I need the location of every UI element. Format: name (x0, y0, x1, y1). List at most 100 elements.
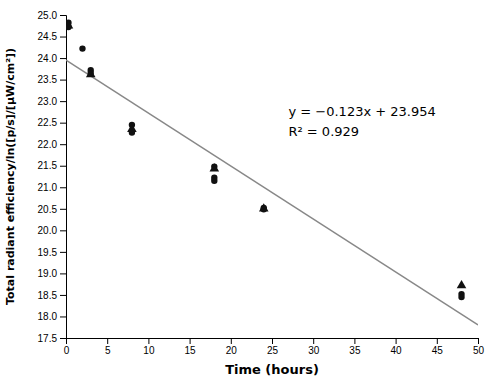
tick-label: 18.0 (38, 311, 58, 322)
circle-point (458, 294, 464, 300)
marks (66, 20, 478, 325)
tick: 21.5 (38, 160, 66, 171)
tick: 25 (267, 338, 279, 356)
tick: 23.5 (38, 74, 66, 85)
tick-label: 21.5 (38, 160, 58, 171)
tick-label: 24.5 (38, 31, 58, 42)
triangle-point (210, 163, 220, 171)
tick: 20.0 (38, 225, 66, 236)
tick: 40 (391, 338, 403, 356)
tick-label: 25.0 (38, 10, 58, 21)
tick-label: 19.5 (38, 247, 58, 258)
tick-mark (60, 209, 66, 210)
tick-label: 19.0 (38, 268, 58, 279)
circle-point (211, 178, 217, 184)
tick-mark (437, 338, 438, 344)
chart: 0 5 10 15 20 25 30 35 40 45 50 17.5 18.0 18.5 19.0 19.5… (0, 0, 500, 384)
tick-mark (396, 338, 397, 344)
tick-mark (60, 187, 66, 188)
tick: 18.5 (38, 290, 66, 301)
tick-mark (148, 338, 149, 344)
triangle-point (66, 20, 73, 28)
tick-label: 50 (473, 345, 485, 356)
tick-label: 20 (226, 345, 238, 356)
tick-label: 0 (64, 345, 70, 356)
tick-mark (272, 338, 273, 344)
tick-label: 22.0 (38, 139, 58, 150)
annotation: R² = 0.929 (288, 124, 359, 139)
tick-label: 23.5 (38, 74, 58, 85)
tick-mark (354, 338, 355, 344)
tick: 22.5 (38, 117, 66, 128)
tick-mark (313, 338, 314, 344)
tick: 23.0 (38, 96, 66, 107)
tick-mark (60, 80, 66, 81)
axis-line (67, 339, 479, 345)
tick: 19.5 (38, 247, 66, 258)
tick-mark (60, 15, 66, 16)
tick: 24.0 (38, 53, 66, 64)
tick-label: 20.0 (38, 225, 58, 236)
tick: 21.0 (38, 182, 66, 193)
tick-mark (60, 101, 66, 102)
plot: 0 5 10 15 20 25 30 35 40 45 50 17.5 18.0 18.5 19.0 19.5… (38, 10, 485, 356)
tick-mark (60, 252, 66, 253)
tick: 5 (105, 338, 111, 356)
circle-point (79, 45, 85, 51)
tick: 35 (349, 338, 361, 356)
x-axis-title: Time (hours) (225, 362, 319, 377)
y-axis-title: Total radiant efficiency/ln([p/s]/[μW/cm… (4, 48, 17, 305)
tick-mark (60, 166, 66, 167)
tick-label: 18.5 (38, 290, 58, 301)
tick-label: 17.5 (38, 333, 58, 344)
axis-line (60, 16, 67, 339)
tick-mark (60, 316, 66, 317)
tick-label: 21.0 (38, 182, 58, 193)
tick-mark (60, 37, 66, 38)
tick-mark (60, 338, 66, 339)
tick-mark (60, 58, 66, 59)
tick-mark (231, 338, 232, 344)
tick: 24.5 (38, 31, 66, 42)
tick-label: 25 (267, 345, 279, 356)
tick: 0 (64, 338, 70, 356)
tick-label: 22.5 (38, 117, 58, 128)
annotation: y = −0.123x + 23.954 (288, 104, 435, 119)
tick-mark (107, 338, 108, 344)
tick-label: 45 (432, 345, 444, 356)
tick-label: 24.0 (38, 53, 58, 64)
tick-mark (60, 295, 66, 296)
tick-mark (478, 338, 479, 344)
tick-label: 40 (391, 345, 403, 356)
regression-line (66, 60, 478, 325)
tick: 19.0 (38, 268, 66, 279)
tick: 10 (143, 338, 155, 356)
tick: 20.5 (38, 204, 66, 215)
y-axis: 17.5 18.0 18.5 19.0 19.5 20.0 20.5 21.0 21.5 22.0… (38, 10, 67, 344)
tick-mark (60, 230, 66, 231)
tick-label: 5 (105, 345, 111, 356)
x-axis: 0 5 10 15 20 25 30 35 40 45 50 (64, 338, 485, 356)
triangle-point (259, 203, 269, 211)
tick: 22.0 (38, 139, 66, 150)
tick: 17.5 (38, 333, 66, 344)
tick: 50 (473, 338, 485, 356)
tick-label: 23.0 (38, 96, 58, 107)
tick: 15 (185, 338, 197, 356)
tick-label: 10 (143, 345, 155, 356)
tick: 30 (308, 338, 320, 356)
triangle-point (127, 124, 137, 132)
tick: 18.0 (38, 311, 66, 322)
triangle-point (457, 280, 467, 288)
tick-mark (60, 273, 66, 274)
tick: 20 (226, 338, 238, 356)
tick-label: 20.5 (38, 204, 58, 215)
tick-mark (60, 123, 66, 124)
tick-label: 30 (308, 345, 320, 356)
tick-mark (190, 338, 191, 344)
tick-mark (60, 144, 66, 145)
tick: 25.0 (38, 10, 66, 21)
tick-label: 15 (185, 345, 197, 356)
tick: 45 (432, 338, 444, 356)
tick-label: 35 (349, 345, 361, 356)
